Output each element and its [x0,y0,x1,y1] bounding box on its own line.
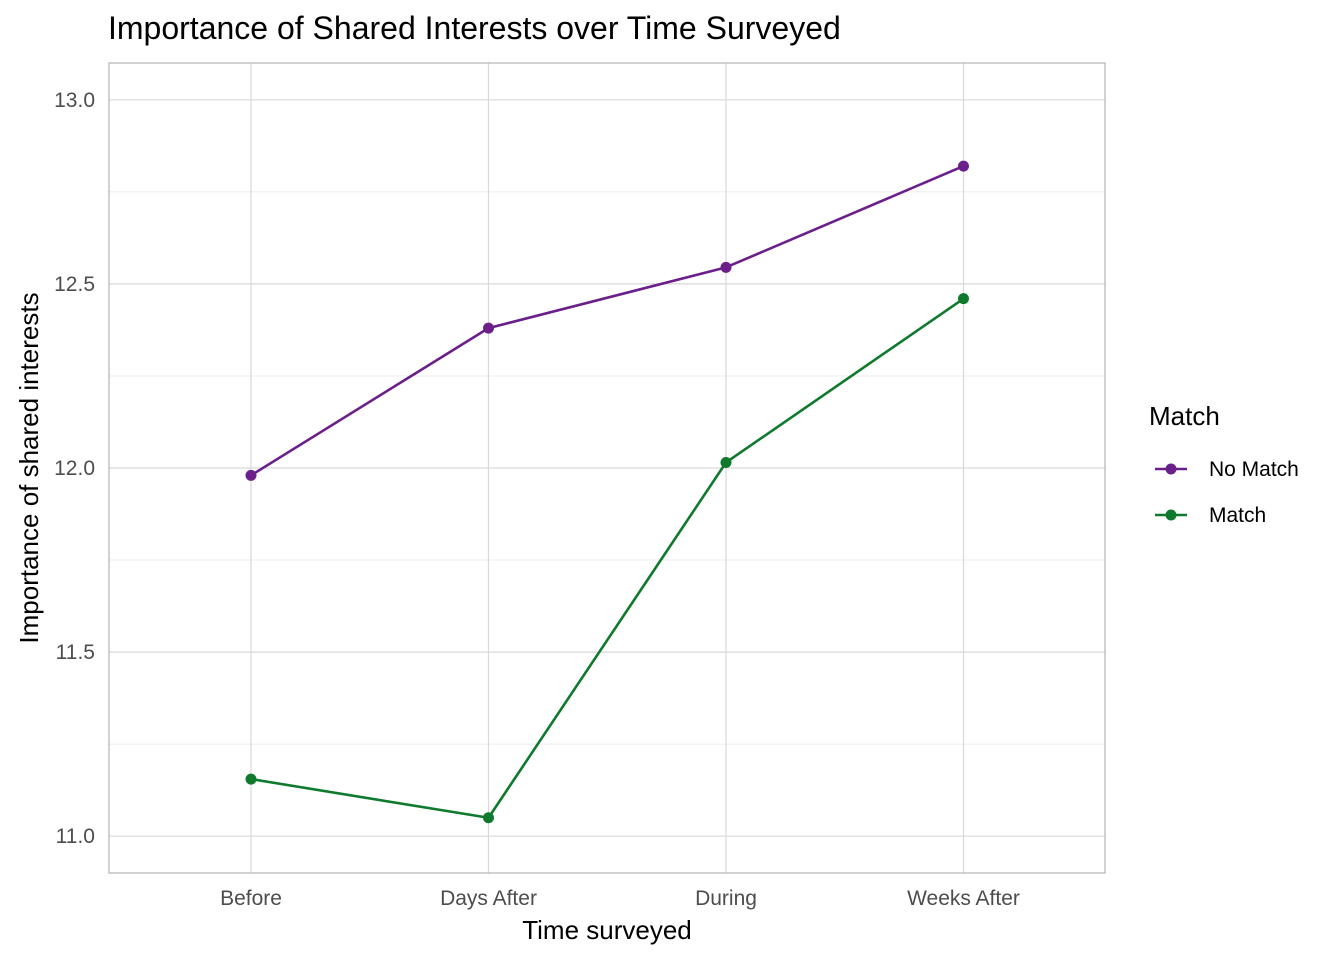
y-tick-label: 11.0 [56,825,95,848]
series-line-match [250,297,965,820]
y-tick-label: 12.0 [54,457,95,480]
legend-key-point-match [1165,509,1177,521]
y-axis-ticks: 11.0 11.5 12.0 12.5 13.0 [54,89,95,848]
data-point-match [245,773,257,785]
series-line-no-match [250,164,965,477]
x-tick-label: Before [220,887,282,910]
legend-title: Match [1149,401,1220,431]
data-point-no-match [958,160,969,172]
data-point-no-match [483,322,494,334]
legend: Match No Match Match [1149,401,1299,527]
legend-label-match: Match [1209,504,1266,527]
data-point-no-match [245,469,257,481]
y-tick-label: 13.0 [54,89,95,112]
legend-label-no-match: No Match [1209,458,1299,481]
legend-items: No Match Match [1155,458,1299,527]
data-point-no-match [720,261,732,273]
major-gridlines [109,63,1105,873]
chart-title: Importance of Shared Interests over Time… [108,10,841,46]
x-axis-title: Time surveyed [522,915,692,945]
minor-gridlines [109,191,1105,745]
data-point-match [483,812,494,824]
x-tick-label: Weeks After [907,887,1020,910]
data-point-match [958,293,969,305]
y-tick-label: 11.5 [56,641,95,664]
x-axis-ticks: Before Days After During Weeks After [220,887,1020,910]
data-point-match [720,456,732,468]
y-axis-title: Importance of shared interests [14,292,44,643]
y-tick-label: 12.5 [54,273,95,296]
x-tick-label: During [695,887,757,910]
series-layer [245,160,969,824]
plot-panel-border [108,62,1106,874]
x-tick-label: Days After [440,887,537,910]
legend-key-point-no-match [1165,463,1177,475]
